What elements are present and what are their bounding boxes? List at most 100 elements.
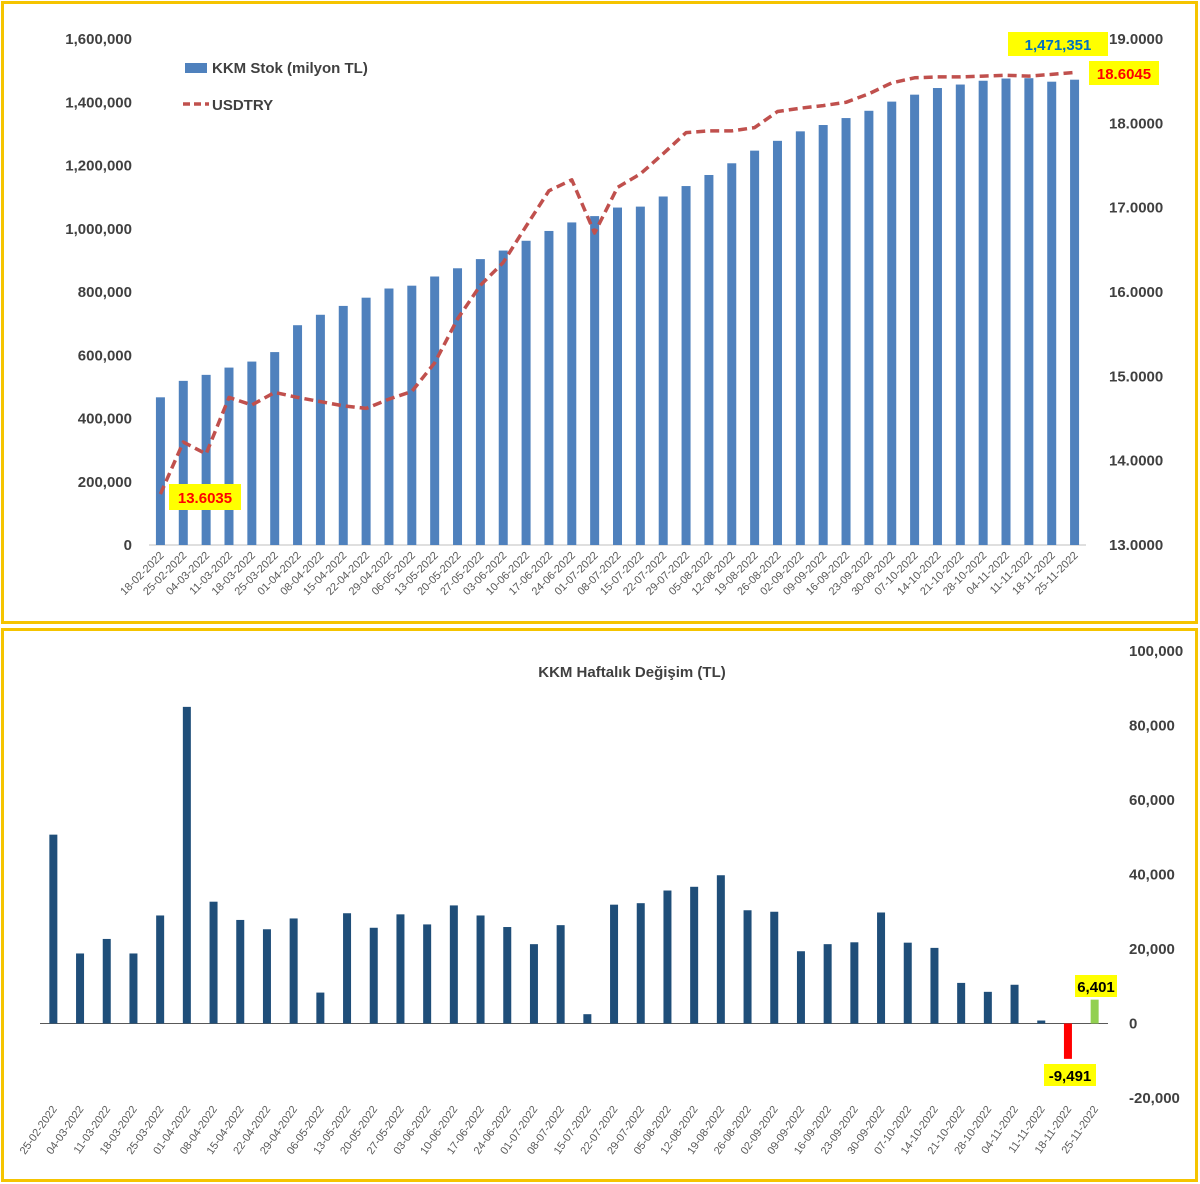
left-axis-tick-label: 1,400,000: [65, 94, 132, 111]
stock-bar: [315, 314, 325, 545]
right-axis-tick-label: 20,000: [1129, 941, 1175, 958]
legend-bar-swatch: [185, 63, 207, 73]
stock-bar: [818, 125, 828, 546]
legend-line-label: USDTRY: [212, 97, 273, 114]
weekly-change-bar: [262, 929, 271, 1024]
left-axis-tick-label: 1,000,000: [65, 221, 132, 238]
weekly-change-chart: KKM Haftalık Değişim (TL) -20,000 0 20,000 4…: [18, 643, 1184, 1157]
left-axis-tick-label: 600,000: [78, 347, 132, 364]
stock-chart-panel: 0 200,000 400,000 600,000 800,000 1,000,000 1,…: [1, 1, 1198, 624]
stock-bar: [567, 222, 577, 546]
weekly-change-bar: [796, 951, 805, 1024]
last-usd-callout: 18.6045: [1097, 66, 1151, 83]
weekly-change-bar: [716, 875, 725, 1024]
right-axis-tick-label: 100,000: [1129, 643, 1183, 660]
right-axis-tick-label: 19.0000: [1109, 31, 1163, 48]
right-axis-tick-label: 18.0000: [1109, 115, 1163, 132]
weekly-change-bar: [983, 991, 992, 1024]
usdtry-line: [158, 70, 1075, 495]
weekly-change-bar: [316, 992, 325, 1024]
stock-bar: [1047, 81, 1057, 545]
stock-bar: [887, 101, 897, 546]
right-axis-tick-label: 16.0000: [1109, 284, 1163, 301]
last-usd-callout-box: [1089, 61, 1159, 85]
stock-bar: [590, 216, 600, 545]
weekly-change-bar: [289, 918, 298, 1024]
last-stock-callout-box: [1008, 32, 1108, 56]
weekly-change-bar: [903, 942, 912, 1024]
stock-bar: [544, 230, 554, 545]
stock-bar: [475, 259, 485, 545]
stock-bar: [841, 118, 851, 545]
stock-bar: [1070, 79, 1080, 546]
weekly-change-bar: [743, 910, 752, 1024]
stock-bar: [795, 131, 805, 545]
stock-bar: [361, 297, 371, 545]
weekly-change-bar: [396, 914, 405, 1024]
stock-bar: [521, 240, 531, 545]
weekly-change-bar: [343, 913, 352, 1024]
stock-bar: [635, 206, 645, 546]
stock-bar: [338, 305, 348, 545]
weekly-change-bar: [610, 904, 619, 1024]
weekly-change-bar: [690, 886, 699, 1024]
stock-chart: 0 200,000 400,000 600,000 800,000 1,000,000 1,…: [65, 31, 1163, 598]
left-axis-tick-label: 400,000: [78, 411, 132, 428]
weekly-change-bar: [423, 924, 432, 1024]
weekly-change-bar: [930, 947, 939, 1024]
negative-value-callout: -9,491: [1049, 1068, 1092, 1085]
legend-bar-label: KKM Stok (milyon TL): [212, 60, 368, 77]
weekly-change-bar: [156, 915, 165, 1024]
stock-bar: [178, 380, 188, 545]
weekly-change-bar: [636, 903, 645, 1024]
stock-bar: [155, 397, 165, 545]
right-axis-tick-label: 14.0000: [1109, 453, 1163, 470]
weekly-change-bar: [770, 911, 779, 1024]
weekly-change-bar: [49, 834, 58, 1024]
weekly-change-bar: [663, 890, 672, 1024]
last-value-callout-box: [1075, 975, 1117, 997]
last-stock-callout: 1,471,351: [1025, 37, 1092, 54]
right-axis-tick-label: 60,000: [1129, 792, 1175, 809]
weekly-change-bar: [957, 982, 966, 1024]
right-axis-tick-label: 15.0000: [1109, 368, 1163, 385]
right-axis-tick-label: 80,000: [1129, 718, 1175, 735]
right-axis-tick-label: 17.0000: [1109, 200, 1163, 217]
weekly-change-bar: [449, 905, 458, 1024]
stock-bar: [727, 163, 737, 545]
weekly-change-bar: [823, 944, 832, 1024]
stock-bar: [453, 268, 463, 545]
weekly-change-bar: [236, 919, 245, 1024]
stock-bar: [247, 361, 257, 545]
weekly-change-bar: [76, 953, 85, 1024]
weekly-change-chart-panel: KKM Haftalık Değişim (TL) -20,000 0 20,000 4…: [1, 628, 1198, 1182]
stock-bar: [224, 367, 234, 545]
stock-bar: [1001, 78, 1011, 545]
stock-bar: [270, 352, 280, 545]
right-axis-tick-label: 40,000: [1129, 867, 1175, 884]
stock-bar: [498, 250, 508, 546]
stock-bar: [407, 285, 417, 545]
left-axis-tick-label: 200,000: [78, 474, 132, 491]
stock-bar: [293, 325, 303, 545]
weekly-change-bar: [877, 912, 886, 1024]
weekly-change-bar: [182, 706, 191, 1024]
weekly-change-bar: [209, 901, 218, 1024]
weekly-change-bar: [1037, 1020, 1046, 1024]
stock-bar: [955, 84, 965, 545]
left-axis-tick-label: 0: [124, 537, 132, 554]
stock-bar: [430, 276, 440, 545]
left-axis-tick-label: 800,000: [78, 284, 132, 301]
weekly-change-bar: [503, 927, 512, 1024]
weekly-change-bar: [369, 927, 378, 1024]
right-axis-tick-label: -20,000: [1129, 1090, 1180, 1107]
stock-bar: [613, 207, 622, 545]
left-axis-tick-label: 1,200,000: [65, 158, 132, 175]
stock-bar: [201, 374, 211, 545]
stock-bar: [864, 110, 874, 545]
stock-bar: [1024, 78, 1034, 545]
weekly-change-bar: [529, 944, 538, 1024]
last-value-callout: 6,401: [1077, 979, 1115, 996]
weekly-change-bar: [102, 938, 111, 1024]
negative-change-bar: [1063, 1023, 1072, 1059]
